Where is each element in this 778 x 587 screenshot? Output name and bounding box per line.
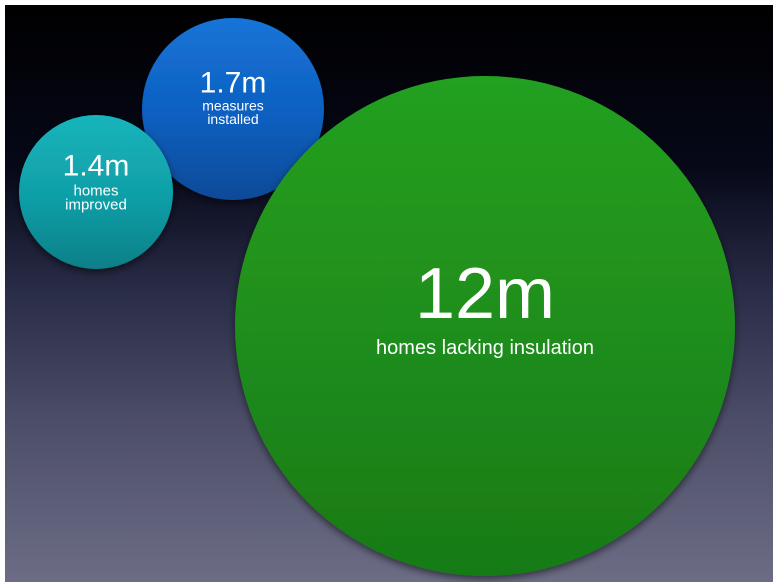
bubble-value-measures-installed: 1.7m xyxy=(200,67,267,100)
bubble-homes-lacking-insulation: 12m homes lacking insulation xyxy=(235,76,735,576)
bubble-value-homes-lacking-insulation: 12m xyxy=(415,254,555,334)
bubble-chart: 1.7mmeasuresinstalled1.4mhomesimproved12… xyxy=(19,18,735,576)
bubble-caption-homes-lacking-insulation: homes lacking insulation xyxy=(376,337,594,359)
bubble-circle-homes-lacking-insulation xyxy=(235,76,735,576)
slide-background: 1.7m measures installed 1.4m homes improved 12… xyxy=(5,5,773,582)
bubble-circle-homes-improved xyxy=(19,115,173,269)
bubble-caption-homes-improved-line-2: improved xyxy=(65,197,127,214)
bubble-value-homes-improved: 1.4m xyxy=(63,149,130,182)
bubble-caption-measures-installed-line-2: installed xyxy=(207,111,258,127)
bubble-caption-homes-improved-line-1: homes xyxy=(73,182,118,199)
bubble-caption-measures-installed-line-1: measures xyxy=(202,98,263,114)
bubble-circle-measures-installed xyxy=(142,18,324,200)
